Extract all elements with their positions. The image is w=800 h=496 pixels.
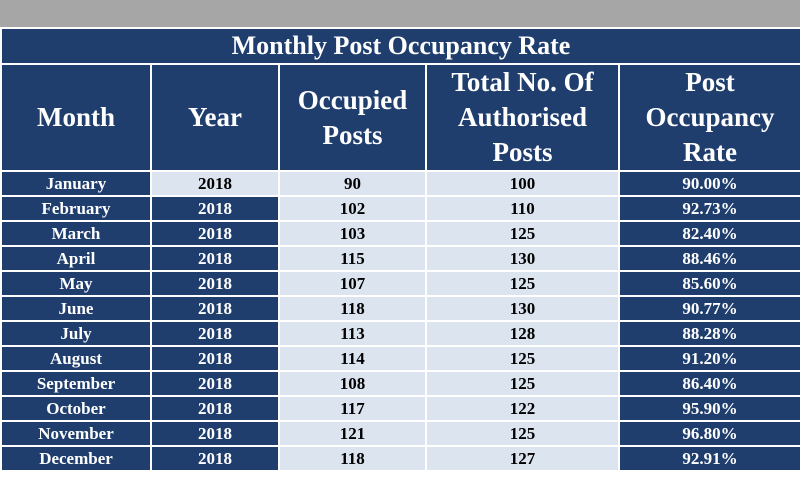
occupancy-table: Monthly Post Occupancy Rate Month Year O… xyxy=(0,27,800,472)
cell-occupancy-rate[interactable]: 92.73% xyxy=(618,195,800,222)
cell-month[interactable]: January xyxy=(0,170,152,197)
spreadsheet-area: Monthly Post Occupancy Rate Month Year O… xyxy=(0,27,800,496)
cell-total-authorised-posts[interactable]: 125 xyxy=(425,345,620,372)
cell-total-authorised-posts[interactable]: 125 xyxy=(425,220,620,247)
header-year[interactable]: Year xyxy=(150,63,280,172)
cell-occupied-posts[interactable]: 90 xyxy=(278,170,427,197)
cell-year[interactable]: 2018 xyxy=(150,345,280,372)
table-row: September 2018 108 125 86.40% xyxy=(0,370,800,397)
cell-year[interactable]: 2018 xyxy=(150,370,280,397)
cell-occupancy-rate[interactable]: 88.46% xyxy=(618,245,800,272)
cell-month[interactable]: June xyxy=(0,295,152,322)
header-total-authorised-posts[interactable]: Total No. Of Authorised Posts xyxy=(425,63,620,172)
title-row: Monthly Post Occupancy Rate xyxy=(0,27,800,65)
cell-total-authorised-posts[interactable]: 130 xyxy=(425,245,620,272)
cell-month[interactable]: November xyxy=(0,420,152,447)
cell-occupied-posts[interactable]: 108 xyxy=(278,370,427,397)
cell-total-authorised-posts[interactable]: 125 xyxy=(425,420,620,447)
cell-year[interactable]: 2018 xyxy=(150,295,280,322)
cell-occupancy-rate[interactable]: 85.60% xyxy=(618,270,800,297)
cell-total-authorised-posts[interactable]: 100 xyxy=(425,170,620,197)
cell-occupancy-rate[interactable]: 86.40% xyxy=(618,370,800,397)
cell-year[interactable]: 2018 xyxy=(150,270,280,297)
table-row: August 2018 114 125 91.20% xyxy=(0,345,800,372)
cell-month[interactable]: April xyxy=(0,245,152,272)
cell-year[interactable]: 2018 xyxy=(150,320,280,347)
cell-year[interactable]: 2018 xyxy=(150,170,280,197)
cell-year[interactable]: 2018 xyxy=(150,395,280,422)
cell-occupancy-rate[interactable]: 92.91% xyxy=(618,445,800,472)
cell-year[interactable]: 2018 xyxy=(150,420,280,447)
cell-month[interactable]: May xyxy=(0,270,152,297)
cell-occupancy-rate[interactable]: 82.40% xyxy=(618,220,800,247)
table-row: November 2018 121 125 96.80% xyxy=(0,420,800,447)
cell-month[interactable]: July xyxy=(0,320,152,347)
cell-total-authorised-posts[interactable]: 125 xyxy=(425,270,620,297)
cell-occupied-posts[interactable]: 117 xyxy=(278,395,427,422)
cell-year[interactable]: 2018 xyxy=(150,245,280,272)
cell-occupancy-rate[interactable]: 96.80% xyxy=(618,420,800,447)
cell-occupied-posts[interactable]: 114 xyxy=(278,345,427,372)
cell-occupancy-rate[interactable]: 88.28% xyxy=(618,320,800,347)
cell-total-authorised-posts[interactable]: 125 xyxy=(425,370,620,397)
table-row: October 2018 117 122 95.90% xyxy=(0,395,800,422)
cell-occupancy-rate[interactable]: 91.20% xyxy=(618,345,800,372)
header-row: Month Year Occupied Posts Total No. Of A… xyxy=(0,63,800,172)
table-row: June 2018 118 130 90.77% xyxy=(0,295,800,322)
table-row: March 2018 103 125 82.40% xyxy=(0,220,800,247)
cell-total-authorised-posts[interactable]: 130 xyxy=(425,295,620,322)
cell-month[interactable]: February xyxy=(0,195,152,222)
cell-total-authorised-posts[interactable]: 128 xyxy=(425,320,620,347)
cell-year[interactable]: 2018 xyxy=(150,445,280,472)
cell-month[interactable]: October xyxy=(0,395,152,422)
cell-total-authorised-posts[interactable]: 127 xyxy=(425,445,620,472)
top-gray-bar xyxy=(0,0,800,27)
cell-occupied-posts[interactable]: 107 xyxy=(278,270,427,297)
cell-year[interactable]: 2018 xyxy=(150,195,280,222)
cell-occupancy-rate[interactable]: 90.00% xyxy=(618,170,800,197)
cell-total-authorised-posts[interactable]: 110 xyxy=(425,195,620,222)
cell-occupied-posts[interactable]: 121 xyxy=(278,420,427,447)
cell-month[interactable]: March xyxy=(0,220,152,247)
cell-occupancy-rate[interactable]: 95.90% xyxy=(618,395,800,422)
table-row: January 2018 90 100 90.00% xyxy=(0,170,800,197)
table-row: December 2018 118 127 92.91% xyxy=(0,445,800,472)
cell-year[interactable]: 2018 xyxy=(150,220,280,247)
header-post-occupancy-rate[interactable]: Post Occupancy Rate xyxy=(618,63,800,172)
table-row: February 2018 102 110 92.73% xyxy=(0,195,800,222)
cell-occupied-posts[interactable]: 102 xyxy=(278,195,427,222)
cell-occupied-posts[interactable]: 115 xyxy=(278,245,427,272)
table-title[interactable]: Monthly Post Occupancy Rate xyxy=(0,27,800,65)
cell-occupancy-rate[interactable]: 90.77% xyxy=(618,295,800,322)
header-occupied-posts[interactable]: Occupied Posts xyxy=(278,63,427,172)
cell-total-authorised-posts[interactable]: 122 xyxy=(425,395,620,422)
cell-occupied-posts[interactable]: 118 xyxy=(278,295,427,322)
table-row: May 2018 107 125 85.60% xyxy=(0,270,800,297)
cell-occupied-posts[interactable]: 103 xyxy=(278,220,427,247)
cell-occupied-posts[interactable]: 118 xyxy=(278,445,427,472)
cell-month[interactable]: September xyxy=(0,370,152,397)
cell-occupied-posts[interactable]: 113 xyxy=(278,320,427,347)
cell-month[interactable]: August xyxy=(0,345,152,372)
header-month[interactable]: Month xyxy=(0,63,152,172)
table-body: January 2018 90 100 90.00% February 2018 102 110… xyxy=(0,170,800,472)
table-row: April 2018 115 130 88.46% xyxy=(0,245,800,272)
cell-month[interactable]: December xyxy=(0,445,152,472)
table-row: July 2018 113 128 88.28% xyxy=(0,320,800,347)
